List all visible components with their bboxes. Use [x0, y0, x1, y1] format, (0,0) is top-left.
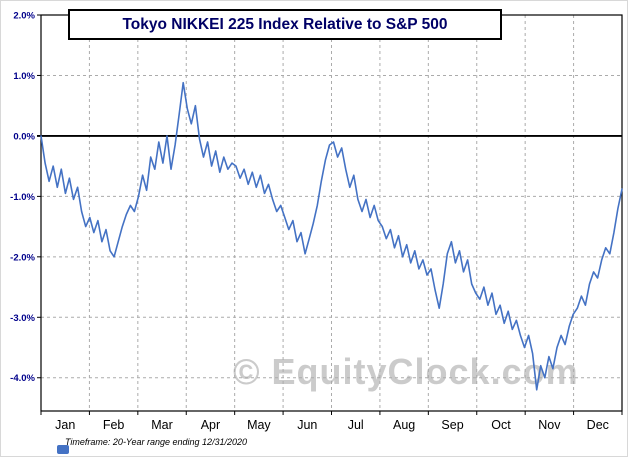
x-axis-label: Jan	[55, 418, 75, 432]
chart-title-box: Tokyo NIKKEI 225 Index Relative to S&P 5…	[68, 9, 502, 40]
x-axis-label: Dec	[587, 418, 609, 432]
timeframe-footnote: Timeframe: 20-Year range ending 12/31/20…	[65, 437, 248, 447]
y-axis-label: -3.0%	[10, 313, 35, 324]
x-axis-label: Sep	[441, 418, 463, 432]
x-axis-label: Apr	[201, 418, 220, 432]
x-axis-label: Nov	[538, 418, 561, 432]
y-axis-label: -1.0%	[10, 192, 35, 203]
x-axis-label: Mar	[151, 418, 173, 432]
y-axis-label: 2.0%	[13, 11, 35, 22]
x-axis-label: Jun	[297, 418, 317, 432]
chart-title: Tokyo NIKKEI 225 Index Relative to S&P 5…	[122, 15, 448, 33]
y-axis-label: -4.0%	[10, 373, 35, 384]
x-axis-label: Feb	[103, 418, 125, 432]
data-line	[40, 81, 623, 391]
y-axis-label: 1.0%	[13, 71, 35, 82]
x-axis-label: Oct	[491, 418, 511, 432]
y-axis-label: -2.0%	[10, 252, 35, 263]
x-axis-label: Aug	[393, 418, 415, 432]
legend-marker	[57, 445, 69, 454]
x-axis-label: Jul	[348, 418, 364, 432]
watermark: © EquityClock.com	[233, 351, 579, 392]
x-axis-label: May	[247, 418, 271, 432]
y-axis-label: 0.0%	[13, 131, 35, 142]
